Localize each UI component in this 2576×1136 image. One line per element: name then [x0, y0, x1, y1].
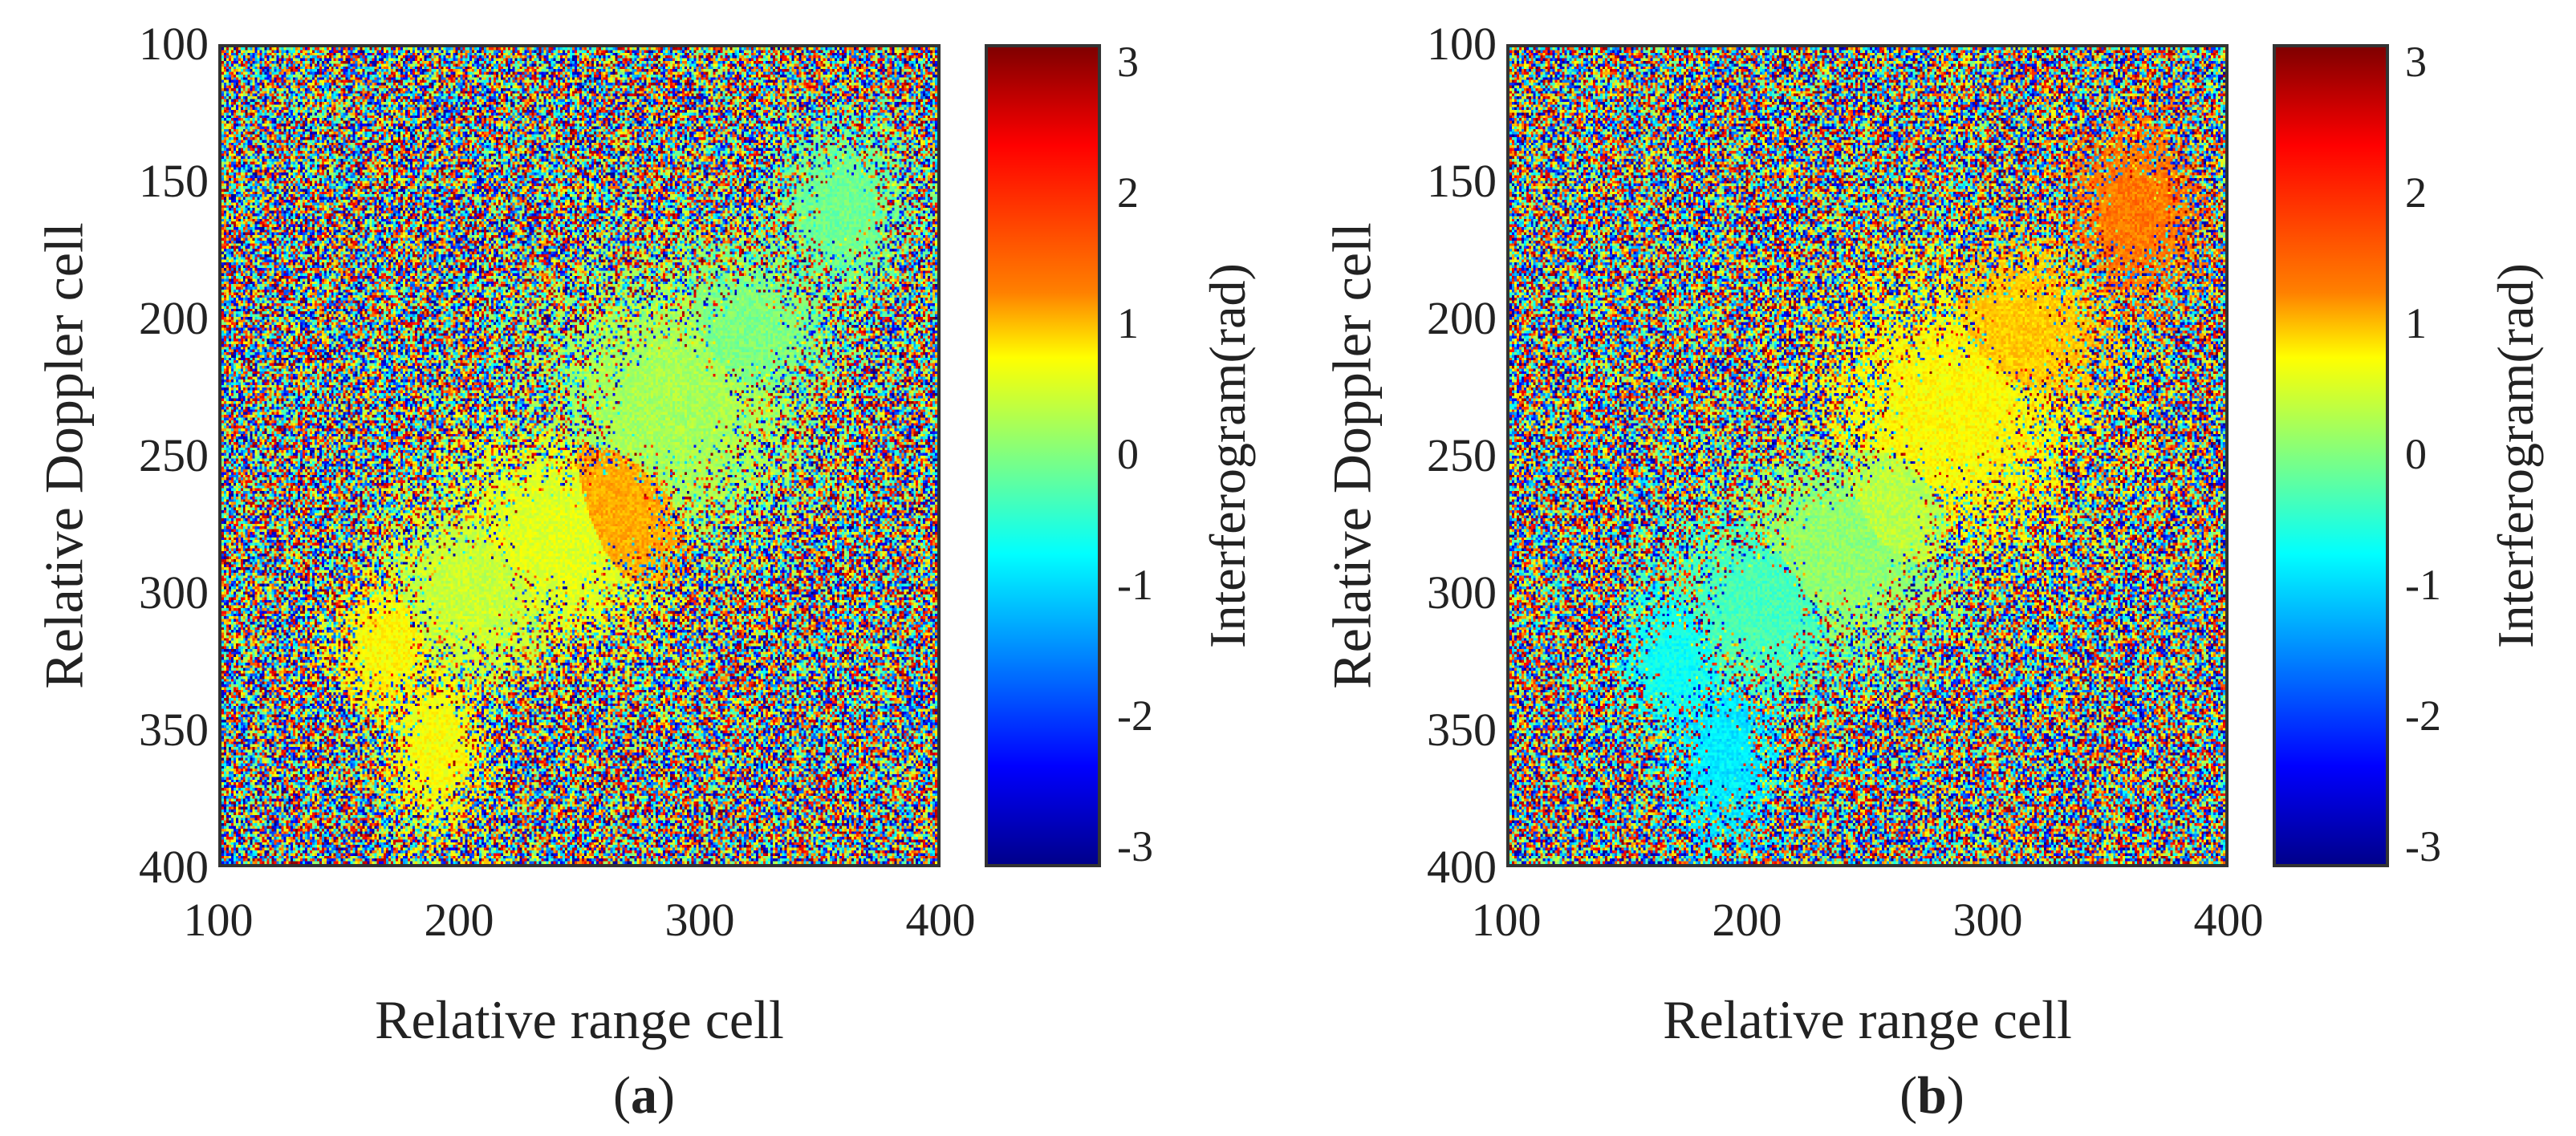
- y-tick-label: 400: [1427, 841, 1497, 893]
- colorbar-tick-label: -3: [1117, 822, 1153, 870]
- y-tick-label: 350: [139, 704, 209, 756]
- y-tick-label: 300: [1427, 566, 1497, 619]
- panel-b: 100 150 200 250 300 350 400 100 200 300 …: [1288, 0, 2576, 1136]
- y-tick-label: 250: [139, 429, 209, 481]
- y-tick-label: 200: [139, 292, 209, 344]
- panel-a: 100 150 200 250 300 350 400 100 200 300 …: [33, 18, 1257, 1126]
- x-tick-label: 300: [664, 894, 735, 946]
- y-tick-label: 250: [1427, 429, 1497, 481]
- panel-caption: (a): [613, 1066, 675, 1125]
- y-tick-label: 150: [1427, 155, 1497, 207]
- colorbar-tick-label: 3: [2405, 38, 2427, 86]
- heatmap-plot-area: [218, 44, 941, 867]
- x-tick-label: 100: [183, 894, 254, 946]
- y-tick-label: 100: [139, 18, 209, 70]
- colorbar-tick-label: 0: [2405, 430, 2427, 478]
- interferogram-heatmap: [1509, 47, 2225, 864]
- colorbar-tick-label: 2: [2405, 168, 2427, 217]
- y-tick-label: 200: [1427, 292, 1497, 344]
- y-axis-label: Relative Doppler cell: [1321, 222, 1383, 689]
- colorbar-tick-label: 1: [1117, 299, 1139, 347]
- colorbar-tick-label: 0: [1117, 430, 1139, 478]
- y-axis-label: Relative Doppler cell: [33, 222, 95, 689]
- x-tick-label: 300: [1952, 894, 2023, 946]
- y-tick-label: 400: [139, 841, 209, 893]
- y-tick-label: 300: [139, 566, 209, 619]
- colorbar-tick-label: 2: [1117, 168, 1139, 217]
- x-axis-label: Relative range cell: [375, 989, 784, 1050]
- colorbar: [2273, 44, 2389, 867]
- colorbar-tick-label: -2: [1117, 692, 1153, 740]
- y-tick-label: 350: [1427, 704, 1497, 756]
- heatmap-plot-area: [1506, 44, 2229, 867]
- colorbar-tick-label: 3: [1117, 38, 1139, 86]
- panel-caption: (b): [1899, 1066, 1965, 1125]
- x-tick-label: 200: [1712, 894, 1782, 946]
- colorbar-tick-label: -1: [1117, 561, 1153, 609]
- y-tick-label: 150: [139, 155, 209, 207]
- x-tick-label: 100: [1471, 894, 1542, 946]
- colorbar-label: Interferogram(rad): [2487, 263, 2544, 648]
- x-axis-label: Relative range cell: [1663, 989, 2072, 1050]
- x-tick-label: 400: [905, 894, 976, 946]
- colorbar-tick-label: 1: [2405, 299, 2427, 347]
- colorbar-label: Interferogram(rad): [1199, 263, 1256, 648]
- colorbar-tick-label: -3: [2405, 822, 2441, 870]
- colorbar: [985, 44, 1101, 867]
- y-tick-label: 100: [1427, 18, 1497, 70]
- x-tick-label: 200: [424, 894, 494, 946]
- colorbar-tick-label: -2: [2405, 692, 2441, 740]
- interferogram-heatmap: [221, 47, 937, 864]
- colorbar-tick-label: -1: [2405, 561, 2441, 609]
- x-tick-label: 400: [2193, 894, 2264, 946]
